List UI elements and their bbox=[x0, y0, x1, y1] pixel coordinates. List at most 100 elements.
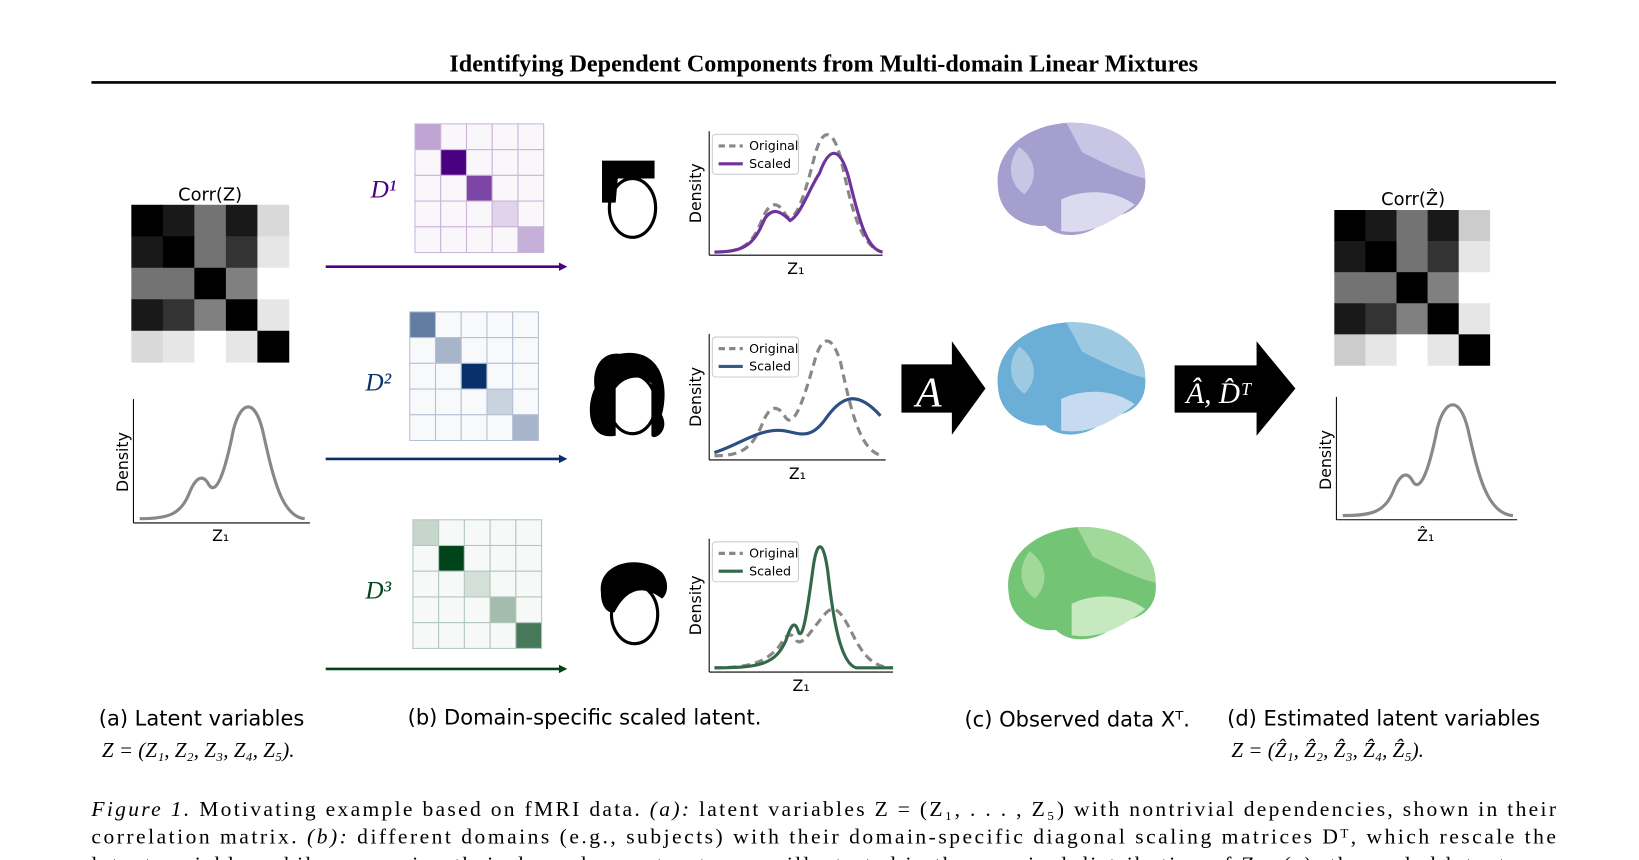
brain-region bbox=[1066, 322, 1146, 379]
matrix-cell bbox=[517, 149, 545, 176]
matrix-cell bbox=[414, 226, 442, 254]
matrix-cell bbox=[515, 570, 543, 598]
matrix-cell bbox=[440, 174, 468, 202]
unmixing-arrow bbox=[1174, 341, 1296, 436]
figure-caption: Figure 1. Motivating example based on fM… bbox=[90, 797, 1556, 860]
mixing-arrow bbox=[901, 341, 986, 435]
legend-label: Original bbox=[749, 546, 798, 561]
panel-caption: (c) Observed data Xᵀ. bbox=[964, 708, 1189, 732]
scaling-cell bbox=[434, 337, 462, 364]
heatmap-cell bbox=[1427, 241, 1460, 273]
x-label: Z₁ bbox=[787, 259, 804, 278]
scaled-curve bbox=[714, 545, 894, 670]
matrix-cell bbox=[515, 544, 543, 572]
matrix-cell bbox=[412, 570, 440, 598]
heatmap-cell bbox=[1458, 334, 1491, 366]
domains: D¹ Original Scaled Density Z₁ D² Original Scale… bbox=[325, 123, 894, 695]
matrix-cell bbox=[438, 596, 465, 624]
caption-segment: (b): bbox=[307, 825, 347, 849]
scaling-cell bbox=[491, 200, 519, 228]
header-title: Identifying Dependent Components from Mu… bbox=[449, 50, 1198, 77]
y-label: Density bbox=[686, 575, 705, 635]
matrix-cell bbox=[486, 337, 514, 364]
original-curve bbox=[714, 133, 884, 254]
matrix-cell bbox=[463, 596, 491, 624]
heatmap-cell bbox=[257, 330, 290, 363]
heatmap-cell bbox=[1365, 241, 1397, 273]
domain: D¹ Original Scaled Density Z₁ bbox=[325, 123, 884, 278]
heatmap-cell bbox=[194, 204, 227, 237]
matrix-cell bbox=[486, 362, 514, 390]
heatmap-cell bbox=[1365, 210, 1397, 242]
heatmap-cell bbox=[162, 236, 195, 269]
heatmap-cell bbox=[1365, 303, 1397, 335]
heatmap-cell bbox=[1365, 272, 1397, 304]
matrix-cell bbox=[460, 337, 488, 364]
matrix-cell bbox=[460, 311, 488, 339]
matrix-cell bbox=[465, 149, 493, 176]
scaling-cell bbox=[515, 622, 543, 649]
matrix-cell bbox=[512, 362, 539, 390]
heatmap-cell bbox=[1365, 334, 1397, 366]
heatmap-cell bbox=[1334, 272, 1366, 304]
density-plot: Density Z₁ bbox=[113, 399, 310, 545]
caption-line: Figure 1. Motivating example based on fM… bbox=[90, 797, 1556, 821]
matrix-cell bbox=[438, 622, 465, 649]
heatmap-cell bbox=[1334, 334, 1366, 366]
panel-caption: (b) Domain-specific scaled latent. bbox=[408, 706, 762, 730]
matrix-cell bbox=[440, 226, 468, 254]
hair bbox=[600, 562, 668, 613]
heatmap-cell bbox=[225, 267, 258, 300]
matrix-cell bbox=[434, 362, 462, 390]
panel-caption: (d) Estimated latent variables bbox=[1227, 707, 1540, 731]
x-label: Z₁ bbox=[212, 526, 229, 545]
formula: Z = (Ẑ₁, Ẑ₂, Ẑ₃, Ẑ₄, Ẑ₅). bbox=[1231, 738, 1424, 762]
matrix-cell bbox=[434, 388, 462, 416]
legend-label: Scaled bbox=[749, 563, 791, 578]
matrix-cell bbox=[465, 200, 493, 228]
domain: D³ Original Scaled Density Z₁ bbox=[325, 519, 894, 695]
brain-region bbox=[1066, 122, 1146, 179]
heatmap-cell bbox=[131, 236, 164, 269]
matrix-cell bbox=[491, 123, 519, 151]
matrix-cell bbox=[412, 544, 440, 572]
matrix-cell bbox=[412, 596, 440, 624]
matrix-cell bbox=[409, 414, 437, 442]
scaled-curve bbox=[714, 151, 883, 254]
original-curve bbox=[714, 607, 894, 670]
heatmap-cell bbox=[162, 330, 195, 363]
heatmap-cell bbox=[1458, 272, 1491, 304]
scaling-cell bbox=[440, 149, 468, 176]
matrix-cell bbox=[486, 311, 514, 339]
caption-line: correlation matrix. (b): different domai… bbox=[91, 825, 1556, 849]
formula: Z = (Z₁, Z₂, Z₃, Z₄, Z₅). bbox=[102, 738, 295, 762]
y-label: Density bbox=[686, 163, 705, 223]
matrix-cell bbox=[414, 174, 442, 202]
caption-segment: correlation matrix. bbox=[91, 825, 304, 849]
scaling-cell bbox=[517, 226, 545, 254]
arrow-label: Â, D̂ᵀ bbox=[1184, 377, 1253, 410]
heatmap-cell bbox=[131, 299, 164, 332]
matrix-cell bbox=[460, 388, 488, 416]
brain-region bbox=[1076, 526, 1156, 583]
matrix-cell bbox=[517, 200, 545, 228]
heatmap-cell bbox=[1396, 272, 1428, 304]
heatmap-cell bbox=[225, 236, 258, 269]
correlation-matrix bbox=[1334, 210, 1491, 366]
scaling-cell bbox=[460, 362, 488, 390]
legend-label: Scaled bbox=[749, 156, 791, 171]
caption-segment: (c): bbox=[1282, 853, 1320, 860]
matrix-cell bbox=[409, 388, 437, 416]
hair bbox=[602, 160, 655, 203]
matrix-cell bbox=[491, 226, 519, 254]
matrix-cell bbox=[414, 200, 442, 228]
hair bbox=[589, 352, 665, 438]
matrix-label: D¹ bbox=[370, 176, 397, 203]
heatmap-cell bbox=[1458, 241, 1491, 273]
heatmap-cell bbox=[1334, 241, 1366, 273]
heatmap-cell bbox=[1427, 303, 1460, 335]
arrow-head bbox=[558, 664, 568, 674]
panel-caption: (a) Latent variables bbox=[99, 707, 305, 731]
density-curve bbox=[139, 405, 305, 521]
